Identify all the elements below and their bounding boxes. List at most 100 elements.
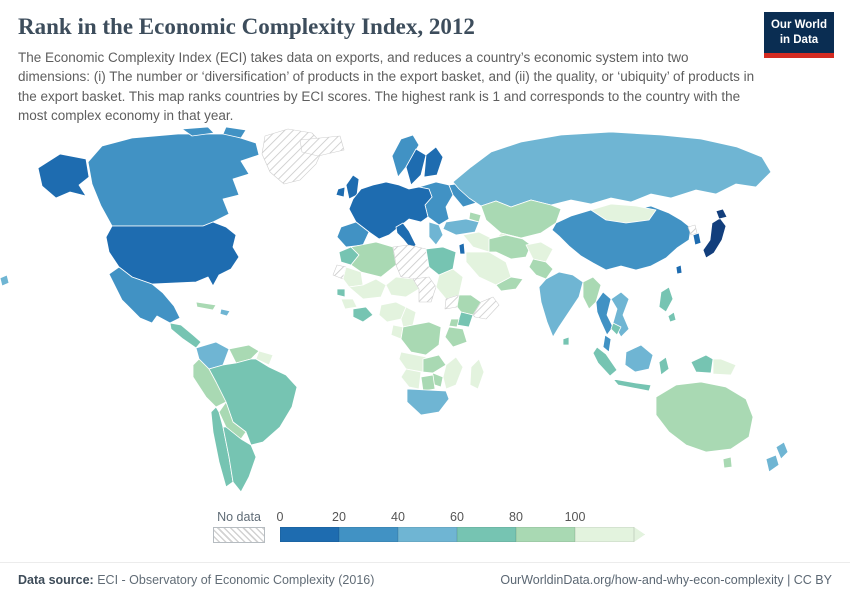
country-kenya[interactable] bbox=[456, 311, 474, 328]
legend-bin-100-plus[interactable] bbox=[575, 527, 634, 542]
country-argentina[interactable] bbox=[222, 426, 257, 493]
country-mongolia[interactable] bbox=[590, 203, 657, 224]
country-venezuela[interactable] bbox=[228, 344, 260, 364]
country-mexico[interactable] bbox=[108, 266, 181, 324]
owid-logo-line1: Our World bbox=[770, 19, 827, 31]
country-guinea[interactable] bbox=[340, 298, 358, 310]
country-greece[interactable] bbox=[428, 221, 444, 246]
country-united-states[interactable] bbox=[105, 221, 240, 287]
country-cameroon[interactable] bbox=[400, 306, 417, 328]
country-dr-congo[interactable] bbox=[400, 321, 442, 356]
region-western-europe[interactable] bbox=[348, 181, 433, 240]
region-guyanas[interactable] bbox=[255, 350, 274, 366]
country-indonesia-papua[interactable] bbox=[690, 354, 714, 374]
legend-no-data-swatch[interactable] bbox=[213, 527, 265, 543]
country-sweden[interactable] bbox=[405, 148, 427, 186]
country-malaysia[interactable] bbox=[602, 334, 612, 353]
legend-tick-20: 20 bbox=[332, 510, 346, 524]
owid-logo-accent-bar bbox=[764, 52, 834, 58]
country-indonesia-java[interactable] bbox=[612, 378, 652, 392]
country-philippines[interactable] bbox=[658, 286, 674, 313]
legend-no-data[interactable]: No data bbox=[213, 510, 265, 543]
country-indonesia-sumatra[interactable] bbox=[592, 346, 618, 377]
country-india[interactable] bbox=[538, 271, 584, 338]
country-canada-arctic-island[interactable] bbox=[181, 126, 215, 137]
country-usa-alaska[interactable] bbox=[37, 153, 90, 199]
country-iceland[interactable] bbox=[299, 135, 345, 157]
chart-header: Rank in the Economic Complexity Index, 2… bbox=[0, 0, 850, 125]
owid-link[interactable]: OurWorldinData.org/how-and-why-econ-comp… bbox=[500, 573, 832, 587]
data-source-label: Data source: bbox=[18, 573, 94, 587]
country-papua-new-guinea[interactable] bbox=[712, 358, 737, 376]
country-namibia[interactable] bbox=[400, 368, 422, 390]
country-japan-hokkaido[interactable] bbox=[715, 208, 728, 220]
legend-no-data-label: No data bbox=[217, 510, 261, 524]
country-new-zealand-north[interactable] bbox=[775, 441, 789, 460]
country-indonesia-sulawesi[interactable] bbox=[658, 356, 670, 376]
country-australia[interactable] bbox=[655, 381, 754, 453]
legend-tick-40: 40 bbox=[391, 510, 405, 524]
country-north-korea[interactable] bbox=[687, 224, 698, 236]
country-finland[interactable] bbox=[423, 146, 444, 178]
country-pakistan[interactable] bbox=[528, 258, 554, 280]
country-iran[interactable] bbox=[488, 234, 532, 260]
country-dominican-republic[interactable] bbox=[219, 308, 231, 317]
country-ireland[interactable] bbox=[335, 186, 346, 198]
country-zambia[interactable] bbox=[422, 354, 447, 374]
legend-bin-80-100[interactable] bbox=[516, 527, 575, 542]
country-thailand[interactable] bbox=[595, 291, 614, 336]
region-central-america[interactable] bbox=[169, 322, 202, 349]
legend-tick-100: 100 bbox=[564, 510, 586, 524]
country-greenland[interactable] bbox=[261, 128, 325, 185]
country-senegal[interactable] bbox=[336, 288, 346, 298]
country-uganda[interactable] bbox=[448, 318, 460, 328]
region-yemen-oman[interactable] bbox=[495, 276, 524, 292]
country-algeria[interactable] bbox=[350, 241, 397, 278]
country-taiwan[interactable] bbox=[675, 264, 683, 275]
country-afghanistan[interactable] bbox=[525, 241, 554, 263]
legend-bin-40-60[interactable] bbox=[398, 527, 457, 542]
country-chile[interactable] bbox=[210, 406, 234, 488]
owid-logo-line2: in Data bbox=[779, 33, 819, 46]
country-tanzania[interactable] bbox=[444, 326, 468, 348]
country-japan[interactable] bbox=[702, 217, 727, 259]
map-legend: No data 0 20 40 60 80 100 bbox=[0, 510, 850, 550]
country-ghana[interactable] bbox=[352, 306, 374, 323]
country-united-kingdom[interactable] bbox=[345, 174, 360, 200]
country-canada-arctic-island[interactable] bbox=[222, 126, 247, 139]
owid-logo[interactable]: Our World in Data bbox=[764, 12, 834, 58]
country-saudi-arabia[interactable] bbox=[465, 251, 512, 286]
country-new-zealand-south[interactable] bbox=[765, 454, 780, 473]
country-kazakhstan[interactable] bbox=[480, 199, 562, 239]
map-fragment-left-edge[interactable] bbox=[0, 274, 10, 287]
country-norway[interactable] bbox=[391, 134, 420, 178]
country-israel[interactable] bbox=[458, 242, 466, 255]
legend-bar bbox=[280, 527, 645, 542]
country-cambodia[interactable] bbox=[610, 322, 622, 336]
country-mozambique[interactable] bbox=[442, 356, 464, 390]
legend-arrow bbox=[634, 527, 645, 542]
country-cuba[interactable] bbox=[195, 301, 217, 311]
country-madagascar[interactable] bbox=[469, 358, 485, 390]
country-libya[interactable] bbox=[392, 244, 430, 280]
legend-bin-20-40[interactable] bbox=[339, 527, 398, 542]
legend-tick-0: 0 bbox=[276, 510, 284, 524]
region-borneo[interactable] bbox=[624, 344, 654, 373]
country-canada[interactable] bbox=[87, 133, 260, 227]
country-mauritania[interactable] bbox=[342, 266, 364, 288]
country-botswana[interactable] bbox=[420, 374, 436, 392]
chart-subtitle: The Economic Complexity Index (ECI) take… bbox=[18, 50, 755, 123]
country-australia-tasmania[interactable] bbox=[722, 456, 733, 469]
country-iraq[interactable] bbox=[462, 231, 494, 253]
country-south-africa[interactable] bbox=[406, 388, 450, 416]
country-south-korea[interactable] bbox=[692, 232, 702, 246]
legend-ticks: 0 20 40 60 80 100 bbox=[276, 510, 645, 527]
country-russia[interactable] bbox=[452, 131, 772, 208]
legend-bin-60-80[interactable] bbox=[457, 527, 516, 542]
country-philippines-south[interactable] bbox=[667, 311, 677, 323]
country-sri-lanka[interactable] bbox=[562, 336, 570, 346]
country-angola[interactable] bbox=[398, 351, 427, 373]
country-turkey[interactable] bbox=[442, 218, 480, 236]
legend-tick-80: 80 bbox=[509, 510, 523, 524]
legend-bin-0-20[interactable] bbox=[280, 527, 339, 542]
